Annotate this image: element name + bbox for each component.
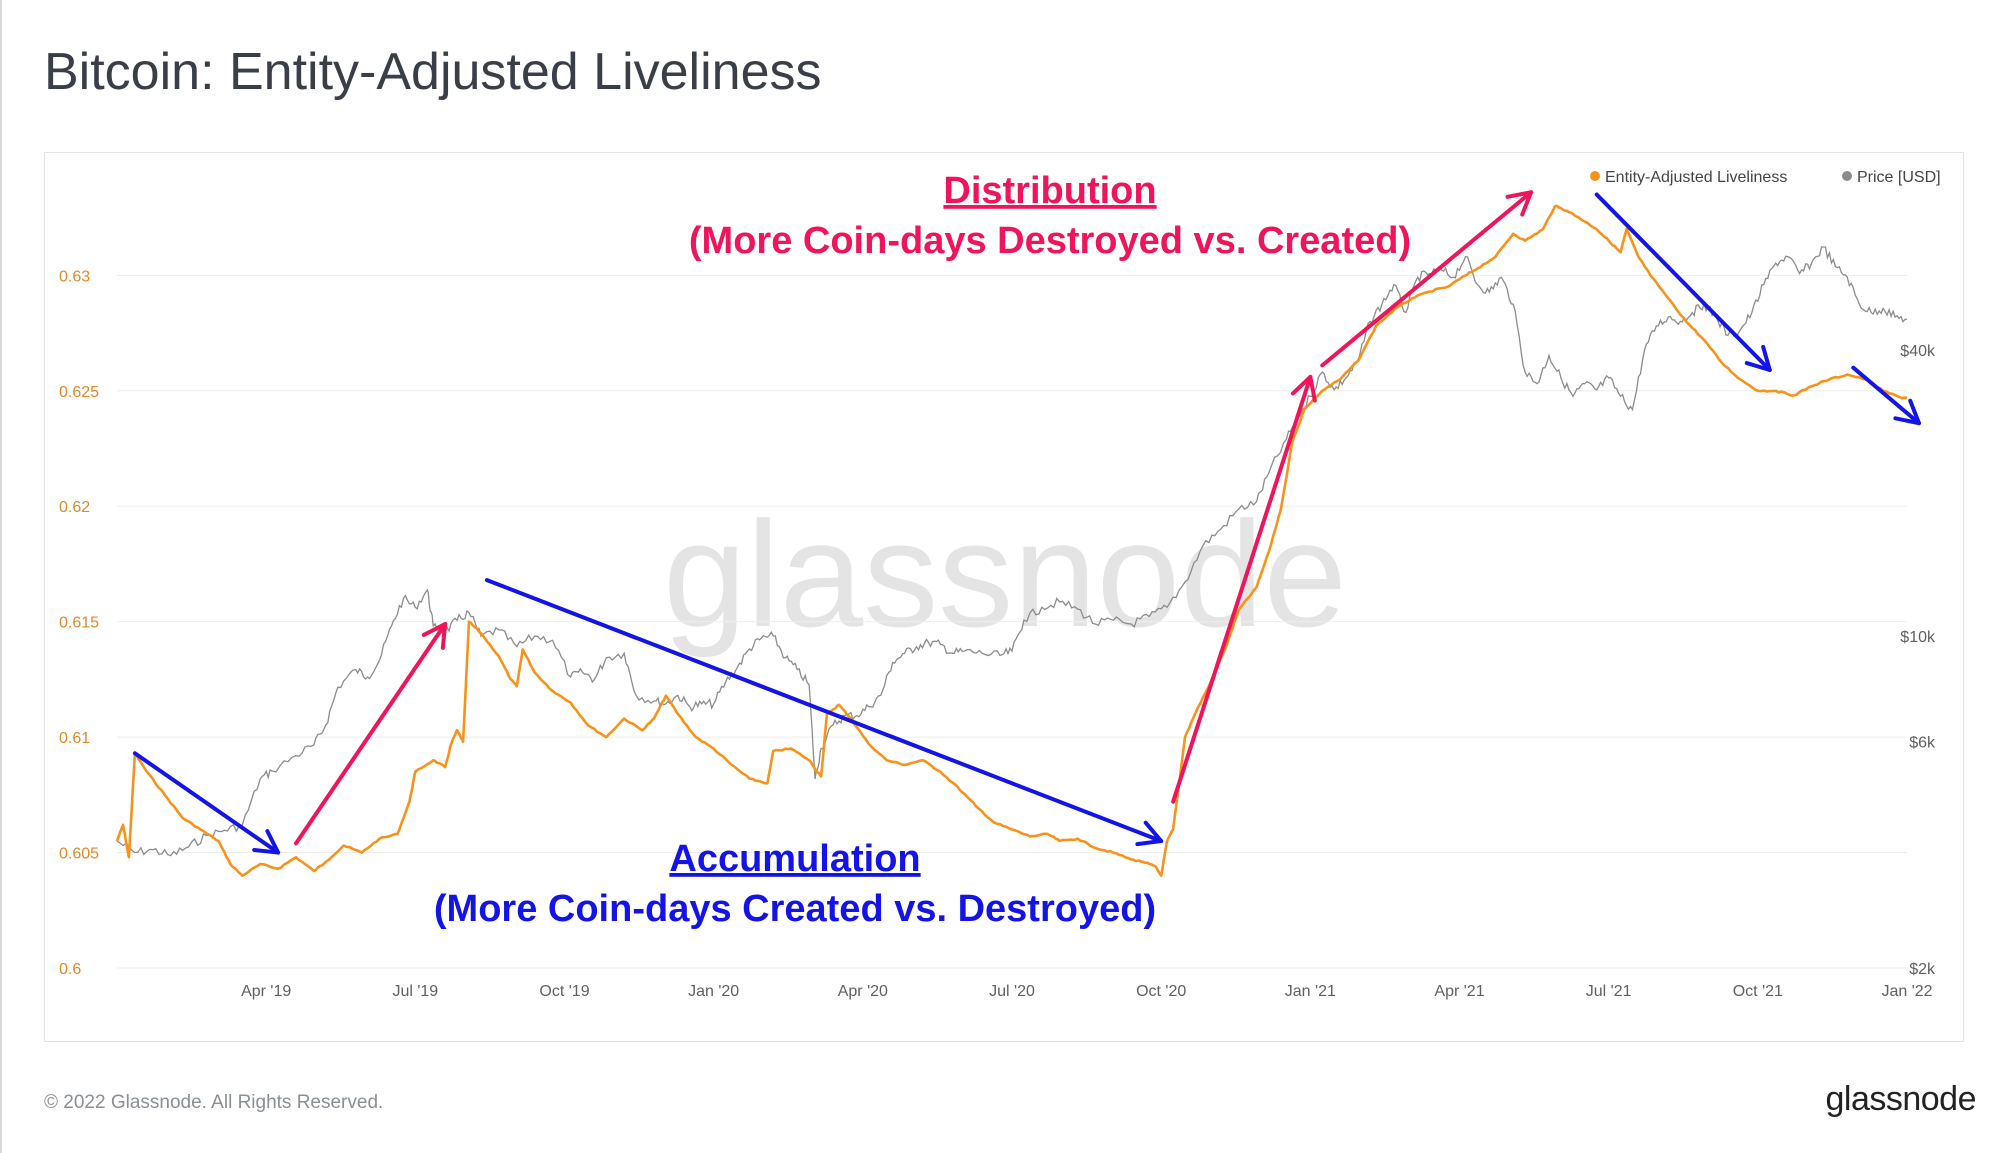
trend-arrow-distribution <box>294 621 448 846</box>
trend-arrow-accumulation <box>1594 192 1772 373</box>
x-tick-label: Jan '21 <box>1285 983 1336 1000</box>
chart-svg: glassnode 0.6 0.605 0.61 0.615 0.62 0.625 0.63… <box>59 169 1941 1000</box>
brand-logo: glassnode <box>1825 1080 1976 1118</box>
legend-marker <box>1590 171 1600 181</box>
y-left-tick-label: 0.62 <box>59 499 90 516</box>
legend-label: Price [USD] <box>1857 169 1941 186</box>
trend-arrowhead-distribution <box>1505 190 1534 217</box>
x-tick-label: Jul '21 <box>1586 983 1632 1000</box>
accumulation-title: Accumulation <box>669 838 920 880</box>
x-tick-label: Apr '20 <box>838 983 888 1000</box>
distribution-subtitle: (More Coin-days Destroyed vs. Created) <box>689 220 1411 262</box>
left-border <box>0 0 2 1153</box>
y-right-tick-label: $2k <box>1909 961 1936 978</box>
series-line-liveliness <box>115 204 1908 877</box>
series-line-price <box>116 246 1908 857</box>
y-left-tick-label: 0.605 <box>59 846 99 863</box>
x-tick-label: Jul '19 <box>392 983 438 1000</box>
y-left-tick-label: 0.61 <box>59 730 90 747</box>
x-tick-label: Jan '20 <box>688 983 739 1000</box>
copyright-text: © 2022 Glassnode. All Rights Reserved. <box>44 1092 384 1113</box>
x-tick-label: Jul '20 <box>989 983 1035 1000</box>
x-tick-label: Apr '19 <box>241 983 291 1000</box>
x-tick-label: Apr '21 <box>1434 983 1484 1000</box>
trend-arrow-distribution <box>1320 190 1534 368</box>
y-right-tick-label: $40k <box>1900 343 1936 360</box>
distribution-title: Distribution <box>943 170 1156 212</box>
y-left-tick-label: 0.63 <box>59 268 90 285</box>
y-left-tick-label: 0.625 <box>59 384 99 401</box>
trend-arrow-accumulation <box>1851 365 1921 426</box>
trend-arrowhead-accumulation <box>1893 398 1921 426</box>
x-tick-label: Oct '19 <box>539 983 589 1000</box>
y-right-tick-label: $10k <box>1900 629 1936 646</box>
trend-arrowhead-distribution <box>421 621 448 650</box>
trend-arrow-accumulation <box>484 578 1164 844</box>
trend-arrowhead-distribution <box>1290 374 1317 403</box>
trend-arrowhead-accumulation <box>1744 344 1772 373</box>
page-title: Bitcoin: Entity-Adjusted Liveliness <box>44 43 822 101</box>
watermark: glassnode <box>663 490 1347 658</box>
accumulation-subtitle: (More Coin-days Created vs. Destroyed) <box>434 888 1156 930</box>
x-tick-label: Oct '20 <box>1136 983 1186 1000</box>
x-tick-label: Oct '21 <box>1733 983 1783 1000</box>
trend-arrowhead-accumulation <box>1135 820 1164 847</box>
legend-marker <box>1842 171 1852 181</box>
chart-frame: glassnode 0.6 0.605 0.61 0.615 0.62 0.625 0.63… <box>44 152 1964 1042</box>
trend-arrow-distribution <box>1171 374 1313 804</box>
x-tick-label: Jan '22 <box>1881 983 1932 1000</box>
legend-label: Entity-Adjusted Liveliness <box>1605 169 1787 186</box>
y-right-tick-label: $6k <box>1909 734 1936 751</box>
y-left-tick-label: 0.6 <box>59 961 81 978</box>
trend-arrow-accumulation <box>132 751 281 855</box>
trend-arrowhead-accumulation <box>252 829 281 855</box>
y-left-tick-label: 0.615 <box>59 615 99 632</box>
